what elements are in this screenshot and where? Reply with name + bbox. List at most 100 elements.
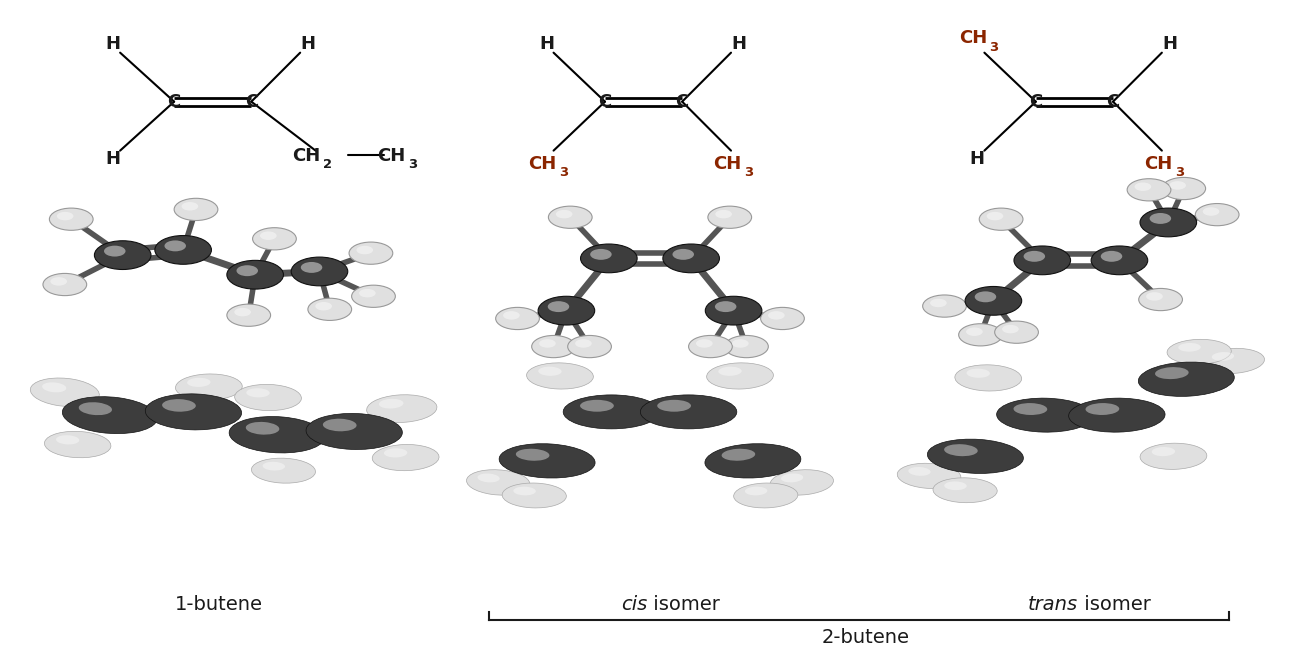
Text: CH: CH	[528, 155, 556, 173]
Text: CH: CH	[1144, 155, 1173, 173]
Circle shape	[1091, 246, 1148, 275]
Circle shape	[1195, 203, 1239, 225]
Text: H: H	[540, 35, 555, 53]
Text: 3: 3	[559, 166, 568, 179]
Ellipse shape	[477, 474, 499, 482]
Circle shape	[1147, 292, 1162, 301]
Ellipse shape	[44, 432, 111, 458]
Ellipse shape	[641, 395, 737, 429]
Text: C: C	[1030, 93, 1043, 111]
Ellipse shape	[933, 478, 997, 503]
Ellipse shape	[499, 444, 595, 478]
Ellipse shape	[705, 444, 801, 478]
Ellipse shape	[79, 402, 112, 415]
Text: CH: CH	[292, 147, 321, 165]
Ellipse shape	[1139, 362, 1234, 396]
Text: H: H	[970, 150, 984, 168]
Text: 3: 3	[989, 41, 998, 54]
Text: cis: cis	[621, 595, 647, 614]
Text: C: C	[676, 93, 689, 111]
Ellipse shape	[1201, 348, 1265, 374]
Circle shape	[706, 296, 762, 325]
Circle shape	[95, 241, 151, 269]
Circle shape	[252, 227, 296, 250]
Circle shape	[987, 212, 1004, 220]
Ellipse shape	[502, 483, 567, 508]
Ellipse shape	[146, 394, 242, 430]
Circle shape	[975, 291, 996, 302]
Circle shape	[708, 206, 751, 228]
Text: 2: 2	[324, 159, 333, 171]
Ellipse shape	[997, 398, 1093, 432]
Ellipse shape	[1154, 367, 1188, 379]
Text: H: H	[1162, 35, 1176, 53]
Circle shape	[300, 262, 322, 273]
Ellipse shape	[580, 400, 614, 412]
Circle shape	[732, 340, 749, 348]
Circle shape	[308, 298, 351, 320]
Circle shape	[182, 202, 198, 211]
Circle shape	[568, 336, 611, 358]
Circle shape	[1002, 325, 1019, 334]
Text: C: C	[244, 93, 257, 111]
Text: C: C	[168, 93, 181, 111]
Circle shape	[1169, 181, 1186, 189]
Circle shape	[994, 321, 1039, 344]
Circle shape	[930, 299, 946, 307]
Circle shape	[356, 246, 373, 254]
Text: CH: CH	[714, 155, 741, 173]
Text: isomer: isomer	[1078, 595, 1152, 614]
Text: 3: 3	[744, 166, 753, 179]
Ellipse shape	[745, 487, 767, 496]
Circle shape	[715, 210, 732, 218]
Circle shape	[350, 242, 393, 264]
Circle shape	[174, 198, 218, 221]
Ellipse shape	[733, 483, 798, 508]
Circle shape	[965, 286, 1022, 315]
Ellipse shape	[306, 414, 402, 450]
Circle shape	[696, 340, 712, 348]
Circle shape	[359, 289, 376, 297]
Ellipse shape	[719, 367, 742, 376]
Text: isomer: isomer	[647, 595, 720, 614]
Circle shape	[663, 244, 719, 273]
Circle shape	[540, 340, 555, 348]
Ellipse shape	[722, 449, 755, 461]
Ellipse shape	[966, 369, 989, 378]
Text: trans: trans	[1028, 595, 1078, 614]
Ellipse shape	[367, 395, 437, 422]
Circle shape	[1139, 288, 1183, 311]
Circle shape	[1140, 208, 1196, 237]
Circle shape	[768, 311, 785, 319]
Ellipse shape	[229, 416, 325, 453]
Ellipse shape	[1167, 340, 1231, 364]
Ellipse shape	[563, 395, 659, 429]
Ellipse shape	[467, 470, 530, 495]
Text: 3: 3	[408, 159, 417, 171]
Circle shape	[575, 340, 592, 348]
Text: CH: CH	[958, 29, 987, 47]
Circle shape	[1127, 179, 1171, 201]
Circle shape	[165, 240, 186, 251]
Ellipse shape	[162, 399, 196, 412]
Ellipse shape	[263, 462, 285, 470]
Ellipse shape	[909, 467, 931, 476]
Ellipse shape	[1086, 403, 1119, 415]
Text: H: H	[300, 35, 316, 53]
Ellipse shape	[1069, 398, 1165, 432]
Ellipse shape	[1014, 403, 1048, 415]
Circle shape	[51, 277, 68, 285]
Circle shape	[547, 301, 569, 312]
Ellipse shape	[658, 400, 692, 412]
Ellipse shape	[62, 397, 157, 434]
Circle shape	[1101, 251, 1122, 261]
Circle shape	[1014, 246, 1071, 275]
Text: 3: 3	[1175, 166, 1184, 179]
Circle shape	[351, 285, 395, 307]
Circle shape	[532, 336, 576, 358]
Circle shape	[49, 208, 94, 230]
Ellipse shape	[514, 487, 536, 496]
Circle shape	[234, 308, 251, 316]
Circle shape	[979, 208, 1023, 230]
Circle shape	[260, 231, 277, 240]
